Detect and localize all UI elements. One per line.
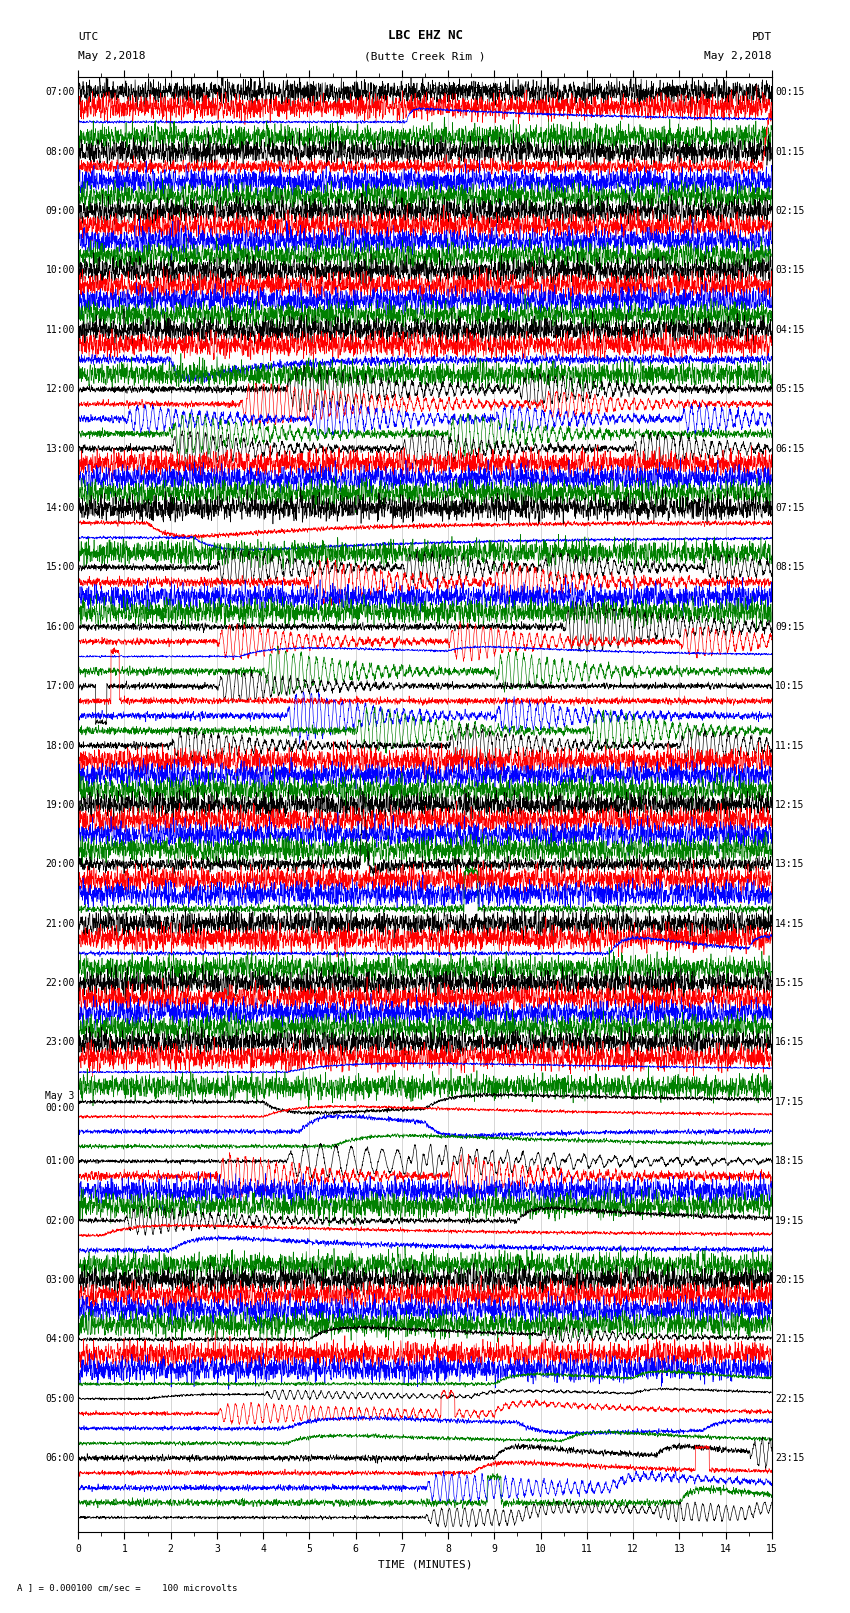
Text: 22:15: 22:15 bbox=[775, 1394, 805, 1403]
Text: 12:15: 12:15 bbox=[775, 800, 805, 810]
Text: 12:00: 12:00 bbox=[45, 384, 75, 394]
Text: 03:15: 03:15 bbox=[775, 266, 805, 276]
Text: 05:15: 05:15 bbox=[775, 384, 805, 394]
Text: 16:15: 16:15 bbox=[775, 1037, 805, 1047]
Text: = 0.000100 cm/sec: = 0.000100 cm/sec bbox=[408, 85, 507, 95]
X-axis label: TIME (MINUTES): TIME (MINUTES) bbox=[377, 1560, 473, 1569]
Text: 21:15: 21:15 bbox=[775, 1334, 805, 1344]
Text: 17:00: 17:00 bbox=[45, 681, 75, 690]
Text: 05:00: 05:00 bbox=[45, 1394, 75, 1403]
Text: 21:00: 21:00 bbox=[45, 919, 75, 929]
Text: 14:00: 14:00 bbox=[45, 503, 75, 513]
Text: 04:15: 04:15 bbox=[775, 324, 805, 336]
Text: 02:00: 02:00 bbox=[45, 1216, 75, 1226]
Text: 09:15: 09:15 bbox=[775, 621, 805, 632]
Text: 15:15: 15:15 bbox=[775, 977, 805, 989]
Text: 09:00: 09:00 bbox=[45, 206, 75, 216]
Text: 02:15: 02:15 bbox=[775, 206, 805, 216]
Text: 14:15: 14:15 bbox=[775, 919, 805, 929]
Text: 00:15: 00:15 bbox=[775, 87, 805, 97]
Text: May 3
00:00: May 3 00:00 bbox=[45, 1090, 75, 1113]
Text: 08:15: 08:15 bbox=[775, 563, 805, 573]
Text: PDT: PDT bbox=[751, 32, 772, 42]
Text: 22:00: 22:00 bbox=[45, 977, 75, 989]
Text: 18:15: 18:15 bbox=[775, 1157, 805, 1166]
Text: May 2,2018: May 2,2018 bbox=[78, 52, 145, 61]
Text: LBC EHZ NC: LBC EHZ NC bbox=[388, 29, 462, 42]
Text: 11:00: 11:00 bbox=[45, 324, 75, 336]
Text: (Butte Creek Rim ): (Butte Creek Rim ) bbox=[365, 52, 485, 61]
Text: 04:00: 04:00 bbox=[45, 1334, 75, 1344]
Text: 13:00: 13:00 bbox=[45, 444, 75, 453]
Text: 17:15: 17:15 bbox=[775, 1097, 805, 1107]
Text: 20:15: 20:15 bbox=[775, 1274, 805, 1286]
Text: 19:15: 19:15 bbox=[775, 1216, 805, 1226]
Text: May 2,2018: May 2,2018 bbox=[705, 52, 772, 61]
Text: 03:00: 03:00 bbox=[45, 1274, 75, 1286]
Text: 01:15: 01:15 bbox=[775, 147, 805, 156]
Text: 06:00: 06:00 bbox=[45, 1453, 75, 1463]
Text: 01:00: 01:00 bbox=[45, 1157, 75, 1166]
Text: 23:00: 23:00 bbox=[45, 1037, 75, 1047]
Text: 18:00: 18:00 bbox=[45, 740, 75, 750]
Text: 06:15: 06:15 bbox=[775, 444, 805, 453]
Text: |: | bbox=[397, 85, 402, 97]
Text: 07:15: 07:15 bbox=[775, 503, 805, 513]
Text: 20:00: 20:00 bbox=[45, 860, 75, 869]
Text: 16:00: 16:00 bbox=[45, 621, 75, 632]
Text: 13:15: 13:15 bbox=[775, 860, 805, 869]
Text: UTC: UTC bbox=[78, 32, 99, 42]
Text: 08:00: 08:00 bbox=[45, 147, 75, 156]
Text: 23:15: 23:15 bbox=[775, 1453, 805, 1463]
Text: A ] = 0.000100 cm/sec =    100 microvolts: A ] = 0.000100 cm/sec = 100 microvolts bbox=[17, 1582, 237, 1592]
Text: 07:00: 07:00 bbox=[45, 87, 75, 97]
Text: 11:15: 11:15 bbox=[775, 740, 805, 750]
Text: 15:00: 15:00 bbox=[45, 563, 75, 573]
Text: 10:00: 10:00 bbox=[45, 266, 75, 276]
Text: 19:00: 19:00 bbox=[45, 800, 75, 810]
Text: 10:15: 10:15 bbox=[775, 681, 805, 690]
